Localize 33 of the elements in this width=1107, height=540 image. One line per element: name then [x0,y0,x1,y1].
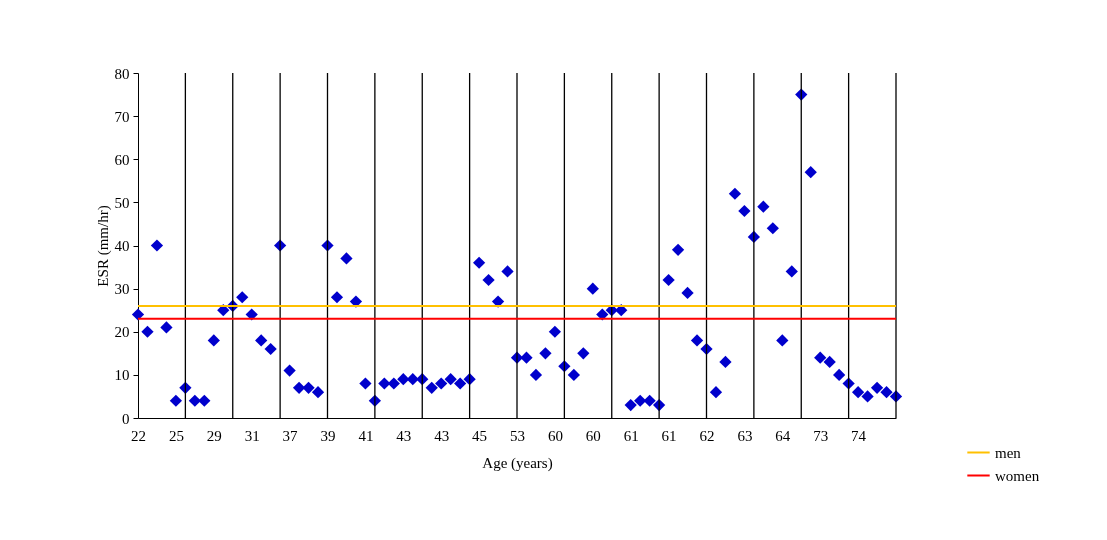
y-tick-label: 10 [114,367,130,384]
y-tick-label: 80 [114,65,130,82]
x-tick-label: 22 [131,427,146,444]
x-tick-label: 37 [282,427,299,444]
x-tick-label: 74 [851,427,867,444]
x-tick-label: 45 [472,427,488,444]
x-tick-label: 62 [699,427,715,444]
x-tick-label: 25 [168,427,184,444]
x-tick-label: 43 [396,427,412,444]
x-tick-label: 43 [434,427,450,444]
x-tick-label: 29 [206,427,222,444]
legend-label: men [995,444,1022,461]
x-tick-label: 53 [510,427,525,444]
x-tick-label: 64 [775,427,791,444]
y-tick-label: 30 [114,281,130,298]
x-tick-label: 73 [813,427,829,444]
x-tick-label: 31 [244,427,260,444]
x-tick-label: 60 [585,427,601,444]
legend-label: women [995,467,1040,484]
x-tick-label: 41 [358,427,374,444]
x-tick-label: 60 [547,427,563,444]
x-tick-label: 61 [623,427,639,444]
y-axis-title: ESR (mm/hr) [94,205,112,287]
x-axis-title: Age (years) [482,454,553,472]
y-tick-label: 60 [114,151,130,168]
x-tick-label: 39 [320,427,336,444]
y-tick-label: 50 [114,194,130,211]
y-tick-label: 40 [114,238,130,254]
y-tick-label: 0 [122,410,130,427]
y-tick-label: 20 [114,324,130,341]
x-tick-label: 61 [661,427,677,444]
y-tick-label: 70 [114,108,130,125]
x-tick-label: 63 [737,427,753,444]
